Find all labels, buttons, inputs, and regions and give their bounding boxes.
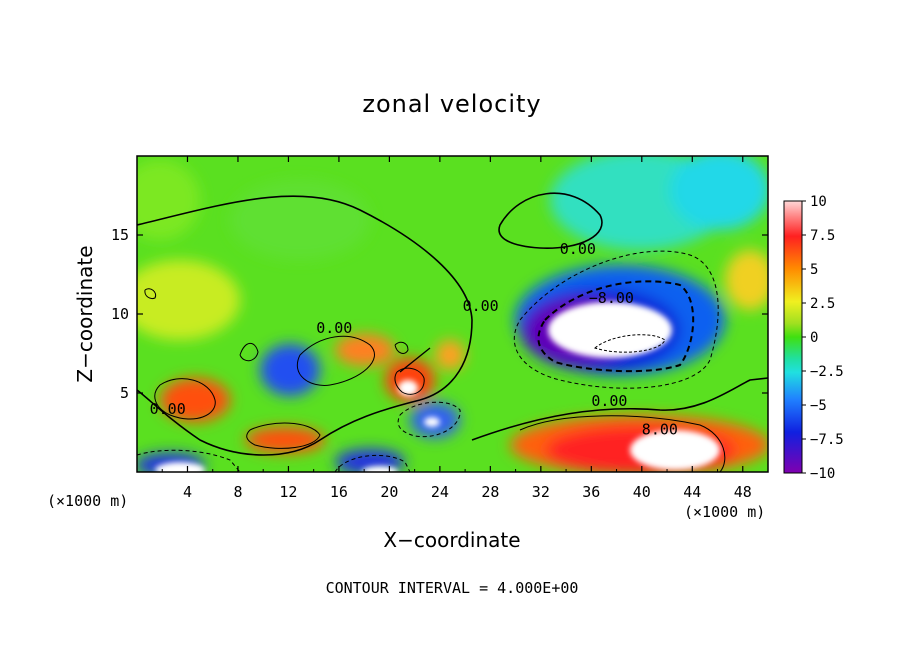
x-tick-label: 8 <box>233 483 242 501</box>
colorbar-tick-label: 2.5 <box>810 296 835 312</box>
chart-title: zonal velocity <box>362 90 541 118</box>
contour-label: 0.00 <box>560 240 596 258</box>
x-axis-label: X−coordinate <box>383 528 520 552</box>
contour-label: 8.00 <box>642 420 678 438</box>
y-axis: 5 10 15 <box>111 226 768 402</box>
contour-label: 0.00 <box>150 400 186 418</box>
colorbar-tick-label: −5 <box>810 398 827 414</box>
colorbar-tick-label: 7.5 <box>810 228 835 244</box>
colorbar-tick-label: −2.5 <box>810 364 844 380</box>
colorbar-tick-label: −7.5 <box>810 432 844 448</box>
x-tick-label: 12 <box>279 483 297 501</box>
colorbar-tick-label: 0 <box>810 330 818 346</box>
x-tick-label: 20 <box>380 483 398 501</box>
x-tick-label: 16 <box>330 483 348 501</box>
x-tick-label: 32 <box>532 483 550 501</box>
x-tick-label: 24 <box>431 483 449 501</box>
x-tick-label: 48 <box>734 483 752 501</box>
contour-labels: 0.00 0.00 0.00 0.00 0.00 −8.00 8.00 <box>150 240 678 438</box>
contour-interval-note: CONTOUR INTERVAL = 4.000E+00 <box>326 579 579 597</box>
contour-label: −8.00 <box>589 289 634 307</box>
contour-lines <box>137 192 768 472</box>
x-axis: 4 8 12 16 20 24 28 32 36 40 44 48 <box>161 156 752 501</box>
x-tick-label: 36 <box>582 483 600 501</box>
y-tick-label: 15 <box>111 226 129 244</box>
x-tick-label: 40 <box>633 483 651 501</box>
contour-label: 0.00 <box>316 319 352 337</box>
colorbar-tick-label: 5 <box>810 262 818 278</box>
colorbar-gradient <box>783 200 803 474</box>
y-tick-label: 5 <box>120 384 129 402</box>
x-unit-right: (×1000 m) <box>684 503 765 521</box>
colorbar-tick-label: −10 <box>810 466 835 482</box>
x-tick-label: 28 <box>481 483 499 501</box>
x-unit-left: (×1000 m) <box>47 492 128 510</box>
colorbar: 10 7.5 5 2.5 0 −2.5 −5 −7.5 −10 <box>783 194 844 482</box>
y-axis-label: Z−coordinate <box>73 245 97 382</box>
contour-label: 0.00 <box>591 392 627 410</box>
colorbar-tick-label: 10 <box>810 194 827 210</box>
contour-label: 0.00 <box>463 297 499 315</box>
y-tick-label: 10 <box>111 305 129 323</box>
x-tick-label: 44 <box>683 483 701 501</box>
x-tick-label: 4 <box>183 483 192 501</box>
colorbar-ticks: 10 7.5 5 2.5 0 −2.5 −5 −7.5 −10 <box>802 194 844 482</box>
